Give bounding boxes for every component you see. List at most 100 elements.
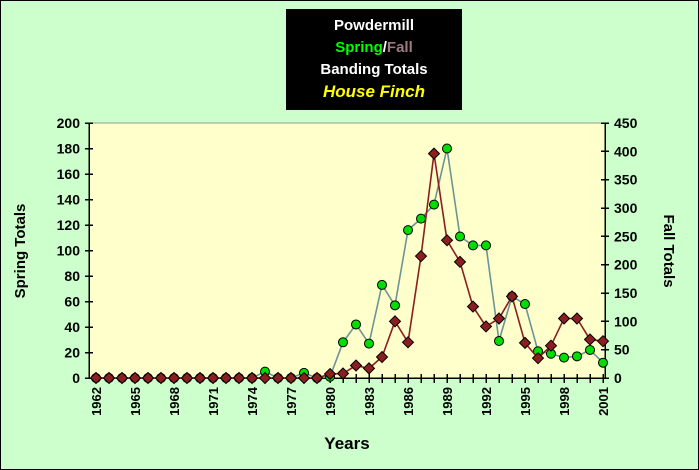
left-axis-title: Spring Totals — [12, 204, 29, 299]
spring-data-point — [416, 213, 426, 224]
title-line-season: Spring/Fall — [286, 37, 462, 59]
fall-data-point — [206, 371, 220, 385]
spring-data-point — [598, 357, 608, 368]
fall-data-point — [167, 371, 181, 385]
fall-data-point — [518, 336, 532, 350]
fall-data-point — [362, 362, 376, 375]
x-axis-tick-label: 2001 — [596, 387, 611, 416]
fall-data-point — [505, 290, 519, 303]
fall-data-point — [570, 312, 584, 325]
title-spring-label: Spring — [335, 39, 383, 56]
fall-data-point — [557, 312, 571, 325]
fall-data-point — [102, 371, 116, 385]
fall-data-point — [453, 255, 467, 269]
fall-data-point — [544, 339, 558, 352]
chart-title-block: Powdermill Spring/Fall Banding Totals Ho… — [286, 9, 462, 110]
title-fall-label: Fall — [386, 39, 413, 56]
fall-data-point — [180, 371, 194, 385]
fall-data-point — [219, 371, 233, 385]
spring-data-point — [390, 300, 400, 311]
fall-data-point — [427, 147, 441, 160]
spring-data-point — [429, 199, 439, 210]
spring-data-point — [559, 352, 569, 363]
x-axis-tick-label: 1998 — [557, 387, 572, 416]
fall-data-point — [531, 351, 545, 365]
fall-series-line — [96, 153, 604, 379]
fall-data-point — [349, 359, 363, 372]
spring-data-point — [494, 336, 504, 347]
x-axis-tick-label: 1986 — [401, 387, 416, 416]
fall-data-point — [128, 371, 142, 385]
fall-data-point — [440, 234, 454, 247]
right-axis-tick-label: 350 — [614, 172, 638, 188]
fall-data-point — [115, 371, 129, 385]
x-axis-tick-label: 1989 — [440, 387, 455, 416]
x-axis-tick-label: 1968 — [167, 387, 182, 416]
fall-data-point — [193, 371, 207, 385]
fall-data-point — [141, 371, 155, 385]
right-axis-tick-label: 250 — [614, 228, 638, 244]
x-axis-title: Years — [324, 434, 369, 453]
fall-data-point — [310, 371, 324, 385]
left-axis-tick-label: 60 — [64, 294, 80, 310]
x-axis-tick-label: 1992 — [479, 387, 494, 416]
right-axis-title: Fall Totals — [660, 214, 677, 287]
title-line-banding-totals: Banding Totals — [320, 61, 428, 78]
fall-data-point — [336, 367, 350, 380]
fall-data-point — [479, 320, 493, 333]
right-axis-tick-label: 150 — [614, 285, 638, 301]
fall-data-point — [232, 371, 246, 385]
x-axis-tick-label: 1974 — [245, 386, 260, 416]
fall-data-point — [596, 334, 610, 348]
right-axis-tick-label: 0 — [614, 370, 622, 386]
fall-data-point — [154, 371, 168, 385]
right-axis-tick-label: 400 — [614, 143, 638, 159]
left-axis-tick-label: 80 — [64, 268, 80, 284]
spring-data-point — [481, 240, 491, 251]
left-axis-tick-label: 180 — [57, 141, 81, 157]
title-line-species: House Finch — [322, 82, 425, 101]
spring-data-point — [585, 344, 595, 355]
x-axis-tick-label: 1995 — [518, 387, 533, 416]
spring-data-point — [403, 225, 413, 236]
spring-data-point — [351, 319, 361, 330]
fall-data-point — [414, 249, 428, 263]
spring-data-point — [338, 337, 348, 348]
fall-data-point — [258, 371, 272, 385]
left-axis-tick-label: 140 — [57, 192, 81, 208]
title-line-powdermill: Powdermill — [333, 17, 415, 34]
right-axis-tick-label: 50 — [614, 342, 630, 358]
title-separator: / — [382, 39, 387, 56]
fall-data-point — [492, 312, 506, 325]
right-axis-tick-label: 450 — [614, 115, 638, 131]
x-axis-tick-label: 1965 — [128, 387, 143, 416]
left-axis-tick-label: 200 — [57, 115, 81, 131]
spring-data-point — [520, 299, 530, 310]
fall-data-point — [284, 371, 298, 385]
right-axis-tick-label: 100 — [614, 313, 638, 329]
fall-data-point — [466, 300, 480, 313]
right-axis-tick-label: 300 — [614, 200, 638, 216]
left-axis-tick-label: 40 — [64, 319, 80, 335]
left-axis-tick-label: 120 — [57, 217, 81, 233]
left-axis-tick-label: 20 — [64, 345, 80, 361]
fall-data-point — [323, 367, 337, 381]
spring-data-point — [572, 351, 582, 362]
x-axis-tick-label: 1983 — [362, 387, 377, 416]
x-axis-tick-label: 1980 — [323, 387, 338, 416]
left-axis-tick-label: 160 — [57, 166, 81, 182]
fall-data-point — [245, 371, 259, 385]
fall-data-point — [401, 336, 415, 349]
right-axis-tick-label: 200 — [614, 257, 638, 273]
fall-data-point — [388, 315, 402, 328]
spring-data-point — [364, 338, 374, 349]
spring-data-point — [377, 279, 387, 290]
left-axis-tick-label: 0 — [72, 370, 80, 386]
left-axis-tick-label: 100 — [57, 243, 81, 259]
spring-data-point — [468, 240, 478, 251]
fall-data-point — [271, 371, 285, 385]
spring-data-point — [455, 231, 465, 242]
x-axis-tick-label: 1962 — [89, 387, 104, 416]
